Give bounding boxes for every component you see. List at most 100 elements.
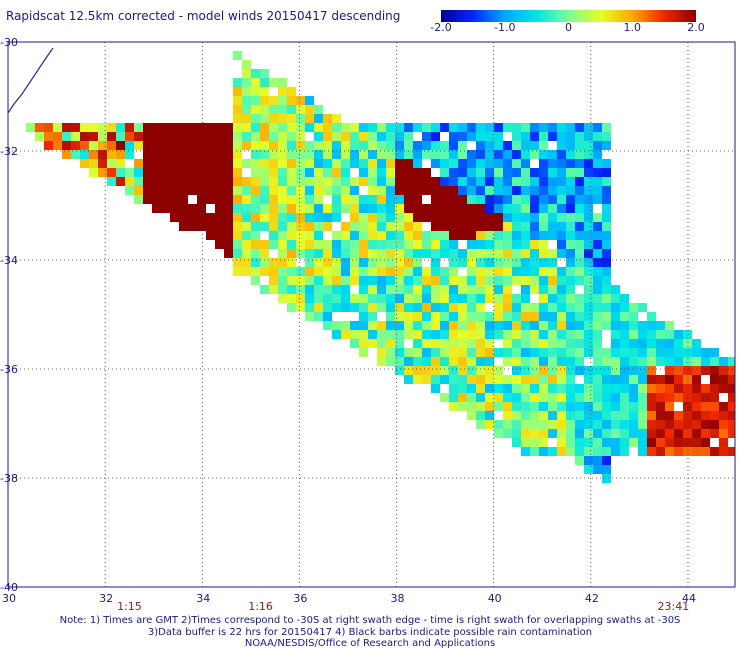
wind-cell [521,204,530,213]
wind-cell [170,213,179,222]
wind-cell [656,393,665,402]
wind-cell [584,204,593,213]
wind-cell [278,168,287,177]
wind-cell [368,240,377,249]
wind-cell [656,411,665,420]
wind-cell [512,348,521,357]
wind-cell [260,213,269,222]
wind-cell [431,240,440,249]
wind-cell [413,285,422,294]
wind-cell [503,357,512,366]
wind-cell [368,285,377,294]
wind-cell [116,150,125,159]
wind-cell [584,132,593,141]
wind-cell [125,186,134,195]
wind-cell [233,186,242,195]
wind-cell [575,420,584,429]
wind-cell [584,330,593,339]
wind-cell [548,402,557,411]
wind-cell [593,429,602,438]
wind-cell [278,240,287,249]
wind-cell [620,366,629,375]
longitude-label: 40 [487,592,502,605]
wind-cell [305,159,314,168]
wind-cell [611,447,620,456]
wind-cell [404,150,413,159]
wind-cell [476,249,485,258]
wind-cell [485,285,494,294]
wind-cell [602,402,611,411]
wind-cell [467,393,476,402]
wind-cell [287,150,296,159]
wind-cell [566,303,575,312]
wind-cell [314,303,323,312]
wind-cell [80,159,89,168]
wind-cell [728,357,735,366]
wind-cell [206,132,215,141]
wind-cell [377,276,386,285]
wind-cell [215,213,224,222]
wind-cell [449,348,458,357]
wind-cell [368,177,377,186]
wind-cell [323,159,332,168]
wind-cell [476,141,485,150]
wind-cell [296,168,305,177]
wind-cell [602,474,611,483]
wind-cell [341,321,350,330]
wind-cell [413,177,422,186]
wind-cell [512,249,521,258]
wind-cell [197,141,206,150]
wind-cell [341,150,350,159]
wind-cell [476,195,485,204]
wind-cell [368,294,377,303]
wind-cell [602,393,611,402]
wind-cell [728,393,735,402]
wind-cell [449,294,458,303]
wind-cell [422,339,431,348]
wind-cell [656,339,665,348]
wind-cell [521,321,530,330]
wind-cell [548,348,557,357]
wind-cell [476,366,485,375]
wind-cell [224,123,233,132]
latitude-label: -38 [0,472,18,485]
wind-cell [107,168,116,177]
wind-cell [521,177,530,186]
wind-cell [674,375,683,384]
wind-cell [431,294,440,303]
wind-cell [467,411,476,420]
wind-cell [521,267,530,276]
wind-cell [206,168,215,177]
wind-cell [548,276,557,285]
wind-cell [566,159,575,168]
wind-cell [404,357,413,366]
wind-cell [557,276,566,285]
wind-cell [458,213,467,222]
wind-cell [458,276,467,285]
wind-cell [575,123,584,132]
wind-cell [503,258,512,267]
wind-cell [359,348,368,357]
wind-cell [476,123,485,132]
wind-cell [305,213,314,222]
wind-cell [413,312,422,321]
wind-cell [674,411,683,420]
wind-cell [584,420,593,429]
wind-cell [593,150,602,159]
wind-cell [368,258,377,267]
wind-cell [719,357,728,366]
wind-cell [287,168,296,177]
wind-cell [314,258,323,267]
wind-cell [395,123,404,132]
wind-cell [305,267,314,276]
wind-cell [494,123,503,132]
wind-cell [377,177,386,186]
wind-cell [467,231,476,240]
wind-cell [413,339,422,348]
wind-cell [377,204,386,213]
wind-cell [305,258,314,267]
wind-cell [260,141,269,150]
wind-cell [557,231,566,240]
wind-cell [422,285,431,294]
wind-cell [593,240,602,249]
